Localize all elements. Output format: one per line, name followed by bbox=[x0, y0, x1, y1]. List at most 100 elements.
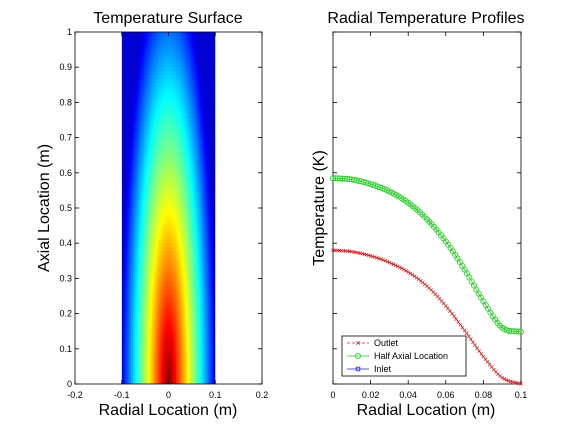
field-cell bbox=[147, 153, 151, 158]
field-cell bbox=[196, 35, 200, 41]
field-cell bbox=[194, 235, 198, 240]
field-cell bbox=[132, 251, 136, 256]
field-cell bbox=[144, 286, 147, 291]
field-cell bbox=[142, 75, 145, 80]
field-cell bbox=[155, 380, 158, 384]
field-cell bbox=[202, 239, 205, 244]
field-cell bbox=[209, 368, 213, 373]
field-cell bbox=[194, 98, 198, 103]
field-cell bbox=[151, 121, 155, 127]
field-cell bbox=[190, 59, 194, 64]
field-cell bbox=[127, 219, 130, 225]
field-cell bbox=[146, 204, 149, 209]
field-cell bbox=[196, 67, 200, 72]
field-cell bbox=[185, 333, 188, 338]
field-cell bbox=[157, 35, 160, 41]
field-cell bbox=[207, 184, 211, 190]
field-cell bbox=[189, 243, 192, 248]
field-cell bbox=[196, 82, 200, 88]
field-cell bbox=[164, 211, 168, 217]
field-cell bbox=[155, 243, 158, 248]
field-cell bbox=[134, 364, 138, 369]
field-cell bbox=[161, 211, 164, 217]
field-cell bbox=[146, 157, 149, 162]
field-cell bbox=[189, 215, 192, 221]
field-cell bbox=[127, 297, 130, 303]
field-cell bbox=[166, 360, 170, 366]
field-cell bbox=[155, 188, 158, 193]
field-cell bbox=[151, 47, 155, 53]
profiles-x-tick-label: 0.06 bbox=[437, 390, 455, 400]
field-cell bbox=[181, 149, 185, 154]
field-cell bbox=[161, 337, 164, 342]
field-cell bbox=[194, 262, 198, 268]
field-cell bbox=[207, 59, 211, 64]
field-cell bbox=[155, 133, 158, 139]
field-cell bbox=[164, 98, 168, 103]
field-cell bbox=[121, 137, 125, 143]
field-cell bbox=[205, 254, 209, 260]
field-cell bbox=[194, 243, 198, 248]
field-cell bbox=[127, 86, 130, 92]
field-cell bbox=[213, 180, 216, 186]
field-cell bbox=[121, 340, 125, 346]
field-cell bbox=[175, 294, 179, 299]
field-cell bbox=[202, 270, 205, 276]
field-cell bbox=[132, 270, 136, 276]
field-cell bbox=[170, 75, 173, 80]
field-cell bbox=[147, 309, 151, 315]
field-cell bbox=[196, 94, 200, 100]
field-cell bbox=[164, 133, 168, 139]
field-cell bbox=[192, 235, 196, 240]
field-cell bbox=[207, 133, 211, 139]
field-cell bbox=[146, 321, 149, 326]
field-cell bbox=[211, 235, 214, 240]
field-cell bbox=[146, 290, 149, 295]
field-cell bbox=[168, 254, 171, 260]
field-cell bbox=[155, 153, 158, 158]
field-cell bbox=[164, 286, 168, 291]
field-cell bbox=[213, 227, 216, 233]
field-cell bbox=[161, 102, 164, 107]
field-cell bbox=[123, 278, 127, 283]
field-cell bbox=[146, 86, 149, 92]
field-cell bbox=[127, 376, 130, 381]
field-cell bbox=[174, 164, 177, 170]
field-cell bbox=[205, 251, 209, 256]
field-cell bbox=[136, 321, 140, 326]
field-cell bbox=[155, 215, 158, 221]
field-cell bbox=[190, 180, 194, 186]
field-cell bbox=[170, 106, 173, 111]
field-cell bbox=[209, 188, 213, 193]
field-cell bbox=[123, 294, 127, 299]
field-cell bbox=[179, 344, 183, 350]
field-cell bbox=[134, 168, 138, 174]
field-cell bbox=[204, 297, 207, 303]
field-cell bbox=[194, 348, 198, 354]
field-cell bbox=[157, 110, 160, 115]
field-cell bbox=[211, 75, 214, 80]
field-cell bbox=[162, 188, 166, 193]
field-cell bbox=[146, 329, 149, 334]
field-cell bbox=[170, 266, 173, 272]
field-cell bbox=[129, 137, 132, 143]
field-cell bbox=[157, 82, 160, 88]
field-cell bbox=[196, 200, 200, 205]
field-cell bbox=[196, 329, 200, 334]
field-cell bbox=[153, 78, 157, 84]
field-cell bbox=[211, 215, 214, 221]
field-cell bbox=[132, 172, 136, 178]
field-cell bbox=[185, 290, 188, 295]
field-cell bbox=[196, 121, 200, 127]
field-cell bbox=[172, 380, 175, 384]
field-cell bbox=[125, 82, 128, 88]
field-cell bbox=[202, 39, 205, 45]
field-cell bbox=[205, 282, 209, 287]
field-cell bbox=[213, 297, 216, 303]
field-cell bbox=[159, 352, 162, 358]
field-cell bbox=[181, 188, 185, 193]
field-cell bbox=[140, 75, 143, 80]
field-cell bbox=[164, 200, 168, 205]
field-cell bbox=[164, 51, 168, 57]
field-cell bbox=[136, 94, 140, 100]
